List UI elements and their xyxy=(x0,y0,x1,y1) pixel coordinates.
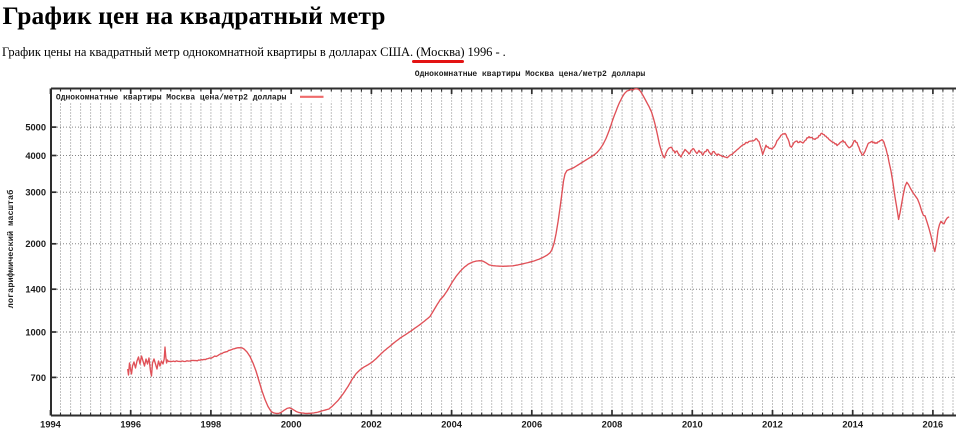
svg-text:2000: 2000 xyxy=(281,420,302,430)
svg-text:2008: 2008 xyxy=(602,420,623,430)
svg-text:2004: 2004 xyxy=(441,420,463,430)
svg-text:2002: 2002 xyxy=(361,420,382,430)
svg-text:2012: 2012 xyxy=(762,420,783,430)
svg-text:1000: 1000 xyxy=(25,327,46,337)
svg-text:1400: 1400 xyxy=(25,285,46,295)
svg-text:5000: 5000 xyxy=(25,123,46,133)
svg-text:2010: 2010 xyxy=(682,420,703,430)
svg-text:2014: 2014 xyxy=(842,420,864,430)
svg-text:Однокомнатные квартиры Москва: Однокомнатные квартиры Москва цена/метр2… xyxy=(56,94,287,103)
svg-text:1996: 1996 xyxy=(120,420,141,430)
svg-text:логарифмический масштаб: логарифмический масштаб xyxy=(5,190,16,309)
svg-text:2016: 2016 xyxy=(923,420,944,430)
svg-text:1994: 1994 xyxy=(40,420,62,430)
svg-text:3000: 3000 xyxy=(25,188,46,198)
svg-text:4000: 4000 xyxy=(25,151,46,161)
svg-text:2006: 2006 xyxy=(521,420,542,430)
svg-text:Однокомнатные квартиры Москва: Однокомнатные квартиры Москва цена/метр2… xyxy=(415,70,646,79)
svg-text:700: 700 xyxy=(30,373,46,383)
svg-text:1998: 1998 xyxy=(201,420,222,430)
svg-text:2000: 2000 xyxy=(25,239,46,249)
